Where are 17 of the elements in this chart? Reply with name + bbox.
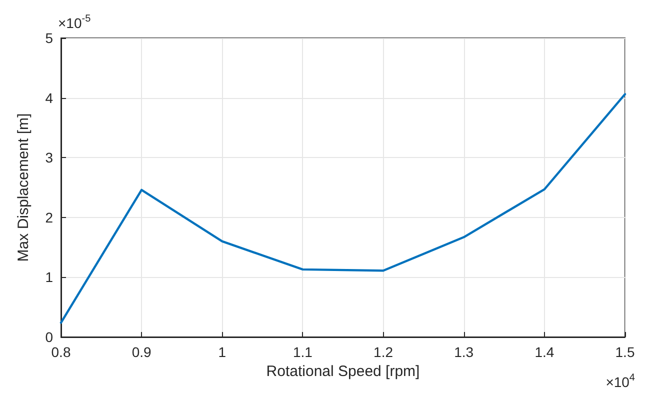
x-axis-title: Rotational Speed [rpm] bbox=[266, 362, 420, 380]
y-tick-label: 1 bbox=[45, 269, 54, 286]
line-series bbox=[60, 93, 626, 324]
x-tick-label: 0.9 bbox=[132, 344, 152, 360]
x-tick-label: 0.8 bbox=[51, 344, 71, 360]
x-tick-label: 1.5 bbox=[615, 344, 635, 360]
x-tick-label: 1 bbox=[218, 344, 226, 360]
y-tick-label: 2 bbox=[45, 209, 54, 226]
x-tick-label: 1.1 bbox=[292, 344, 313, 360]
y-tick-label: 4 bbox=[45, 90, 54, 106]
y-axis-title: Max Displacement [m] bbox=[15, 113, 32, 262]
x-tick-label: 1.2 bbox=[374, 344, 394, 360]
y-tick-label: 0 bbox=[45, 329, 54, 345]
y-tick-label: 5 bbox=[45, 30, 54, 46]
y-tick-label: 3 bbox=[45, 150, 54, 166]
x-tick-label: 1.4 bbox=[534, 344, 554, 360]
x-tick-label: 1.3 bbox=[454, 344, 474, 360]
